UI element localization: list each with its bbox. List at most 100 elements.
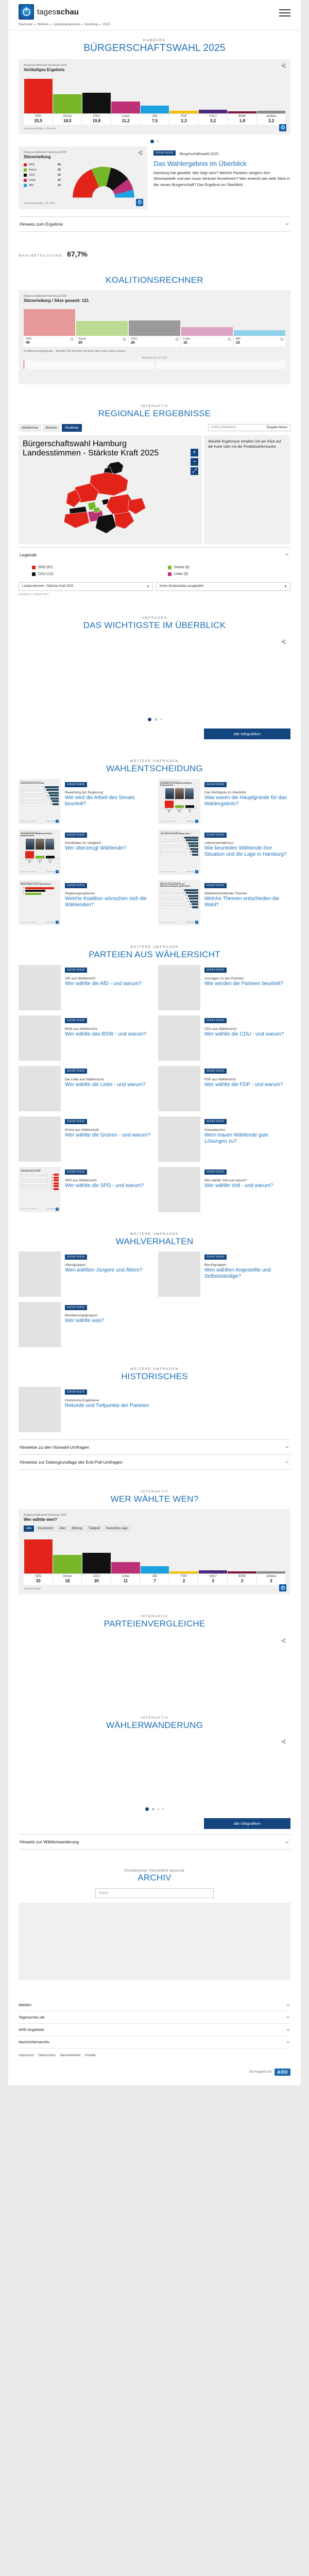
share-icon[interactable]	[281, 63, 286, 68]
teaser-card[interactable]: GRAFIKEN Historische Ergebnisse Rekorde un…	[19, 1386, 151, 1432]
teaser-card-title[interactable]: Wie wird die Arbeit des Senats beurteilt…	[65, 795, 135, 807]
coalition-party-cell[interactable]: Grüne 25	[76, 336, 128, 347]
filter-chip-bildung[interactable]: Bildung	[69, 1526, 85, 1532]
breadcrumb-item-hamburg[interactable]: Hamburg	[84, 23, 98, 26]
breadcrumb-item-2025[interactable]: 2025	[102, 23, 110, 26]
teaser-card-title[interactable]: Rekorde und Tiefpunkte der Parteien	[65, 1402, 149, 1409]
share-icon[interactable]	[281, 1638, 286, 1643]
map-structure-select[interactable]: Keine Strukturdaten ausgewählt ⬍	[156, 582, 290, 591]
filter-chip-geschlecht[interactable]: Geschlecht	[35, 1526, 56, 1532]
regional-search[interactable]: Ort/PLZ/Wahlkreis Eingabe leeren	[208, 424, 290, 432]
result-note-accordion[interactable]: Hinweis zum Ergebnis	[19, 216, 290, 232]
teaser-card[interactable]: Bürgerschaftswahl Hamburg 2025 Zufriedenh…	[19, 779, 151, 825]
pager-dot-3[interactable]	[158, 1808, 159, 1810]
teaser-card[interactable]: Bürgerschaftswahl Hamburg 2025 Welche Par…	[19, 880, 151, 926]
teaser-card-title[interactable]: Wer wählte was?	[65, 1318, 104, 1324]
footer-link-ard-angebote[interactable]: ARD Angebote	[19, 2024, 290, 2036]
teaser-card[interactable]: GRAFIKEN Bevölkerungsgruppen Wer wählte wa…	[19, 1302, 151, 1348]
teaser-card-title[interactable]: Wer wählte die Grünen - und warum?	[65, 1132, 151, 1138]
pager-dot-2[interactable]	[157, 140, 159, 142]
pager-dot-1[interactable]	[150, 139, 154, 143]
legend-accordion[interactable]: Legende	[19, 547, 290, 562]
footer-meta-datenschutz[interactable]: Datenschutz	[38, 2054, 56, 2057]
historisches-note-accordion[interactable]: Hinweise zur Datengrundlage der Exit-Pol…	[19, 1454, 290, 1470]
teaser-card[interactable]: GRAFIKEN Aussagen zu den Parteien Wie werd…	[158, 964, 290, 1010]
pager-dot-1[interactable]	[145, 1807, 149, 1811]
teaser-card[interactable]: Bürgerschaftswahl Hamburg 2025 Welches Th…	[158, 880, 290, 926]
footer-meta-barrierefreiheit[interactable]: Barrierefreiheit	[60, 2054, 81, 2057]
zoom-in-icon[interactable]: +	[191, 448, 198, 456]
teaser-card-title[interactable]: Wer überzeugt Wählende?	[65, 845, 126, 852]
teaser-card-title[interactable]: Wer wählte die FDP - und warum?	[204, 1081, 283, 1088]
teaser-card-title[interactable]: Wem trauen Wählende gute Lösungen zu?	[204, 1132, 269, 1144]
regional-tab-stadtteile[interactable]: Stadtteile	[61, 423, 82, 432]
teaser-card-title[interactable]: Wer wählte die AfD - und warum?	[65, 980, 142, 987]
wer-waehlte-filter-chips[interactable]: Alle Geschlecht Alter Bildung Tätigkeit finan…	[24, 1526, 285, 1532]
coalition-party-checkbox[interactable]	[71, 337, 73, 341]
teaser-card[interactable]: GRAFIKEN Altersgruppen Wen wählten Jüngere…	[19, 1251, 151, 1297]
teaser-card[interactable]: GRAFIKEN BSW aus Wählersicht Wer wählte da…	[19, 1015, 151, 1061]
coalition-party-checkbox[interactable]	[228, 337, 231, 341]
teaser-card[interactable]: GRAFIKEN Wer wählte Volt und warum? Wer wä…	[158, 1166, 290, 1212]
teaser-card[interactable]: Bürgerschaftswahl Hamburg 2025 Ansichten …	[19, 1166, 151, 1212]
filter-chip-alle[interactable]: Alle	[24, 1526, 35, 1532]
hamburg-map-svg[interactable]	[23, 460, 198, 537]
menu-icon[interactable]	[279, 7, 290, 19]
coalition-party-cell[interactable]: SPD 45	[24, 336, 75, 347]
teaser-card-title[interactable]: Was waren die Hauptgründe für das Wahler…	[204, 795, 287, 807]
regional-tab-bezirke[interactable]: Bezirke	[42, 423, 60, 432]
pager-dot-1[interactable]	[147, 718, 151, 722]
historisches-note-accordion[interactable]: Hinweise zu den Vorwahl-Umfragen	[19, 1439, 290, 1454]
coalition-party-cell[interactable]: Linke 15	[181, 336, 233, 347]
breadcrumb-item-startseite[interactable]: Startseite	[19, 23, 33, 26]
teaser-card-title[interactable]: Wen wählten Jüngere und Ältere?	[65, 1267, 143, 1274]
teaser-card-title[interactable]: Wer wählte die Linke - und warum?	[65, 1081, 146, 1088]
teaser-card-title[interactable]: Wer wählte die CDU - und warum?	[204, 1031, 284, 1037]
teaser-card[interactable]: Bürgerschaftswahl Hamburg 2025 Direktwahl…	[19, 829, 151, 875]
zoom-out-icon[interactable]: −	[191, 457, 198, 466]
teaser-card[interactable]: Bürgerschaftswahl Hamburg 2025 Direktwahl…	[158, 779, 290, 825]
pager-dot-2[interactable]	[152, 1808, 154, 1811]
brand-logo-link[interactable]: tagesschau	[19, 4, 79, 20]
map-metric-select[interactable]: Landesstimmen - Stärkste Kraft 2025 ⬍	[19, 582, 153, 591]
teaser-card[interactable]: GRAFIKEN AfD aus Wählersicht Wer wählte di…	[19, 964, 151, 1010]
teaser-card-title[interactable]: Wer wählte die SPD - und warum?	[65, 1182, 144, 1189]
footer-meta-kontakt[interactable]: Kontakt	[85, 2054, 96, 2057]
fullscreen-icon[interactable]: ⤢	[191, 467, 198, 475]
coalition-party-checkbox[interactable]	[123, 337, 126, 341]
footer-link-nachrichtenarchiv[interactable]: Nachrichtenarchiv	[19, 2036, 290, 2048]
regional-tab-wahlkreise[interactable]: Wahlkreise	[19, 423, 41, 432]
waehlerwanderung-pager[interactable]	[19, 1802, 290, 1814]
all-infographics-button-2[interactable]: alle Infografiken	[204, 1818, 290, 1829]
map-panel[interactable]: Bürgerschaftswahl Hamburg Landesstimmen …	[19, 435, 202, 544]
coalition-party-cell[interactable]: AfD 10	[234, 336, 285, 347]
pager-dot-4[interactable]	[162, 1808, 164, 1810]
teaser-card[interactable]: GRAFIKEN CDU aus Wählersicht Wer wählte di…	[158, 1015, 290, 1061]
breadcrumb-item-wahlen[interactable]: Wahlen	[37, 23, 48, 26]
share-icon[interactable]	[138, 150, 143, 155]
teaser-card-title[interactable]: Welche Themen entschieden die Wahl?	[204, 896, 280, 908]
teaser-card-title[interactable]: Wie werden die Parteien beurteilt?	[204, 980, 283, 987]
regional-tabgroup[interactable]: Wahlkreise Bezirke Stadtteile	[19, 423, 82, 432]
coalition-party-toggles[interactable]: SPD 45 Grüne 25 CDU 26 Linke 15 AfD 10	[24, 336, 285, 347]
footer-meta-impressum[interactable]: Impressum	[19, 2054, 34, 2057]
coalition-party-cell[interactable]: CDU 26	[129, 336, 180, 347]
teaser-card[interactable]: GRAFIKEN Grüne aus Wählersicht Wer wählte …	[19, 1116, 151, 1162]
teaser-card[interactable]: GRAFIKEN Kompetenzen Wem trauen Wählende g…	[158, 1116, 290, 1162]
breadcrumb-item-laenderparlamente[interactable]: Länderparlamente	[53, 23, 80, 26]
teaser-card[interactable]: GRAFIKEN Berufsgruppen Wen wählten Angeste…	[158, 1251, 290, 1297]
coalition-party-checkbox[interactable]	[281, 337, 283, 341]
footer-link-wahlen[interactable]: Wahlen	[19, 1999, 290, 2011]
pager-dot-3[interactable]	[160, 719, 162, 721]
teaser-title[interactable]: Das Wahlergebnis im Überblick	[153, 159, 247, 167]
teaser-card[interactable]: GRAFIKEN Die Linke aus Wählersicht Wer wäh…	[19, 1065, 151, 1111]
teaser-card-title[interactable]: Wer wählte das BSW - und warum?	[65, 1031, 147, 1037]
filter-chip-finanzielle-lage[interactable]: finanzielle Lage	[104, 1526, 130, 1532]
archive-map-placeholder[interactable]	[19, 1902, 290, 1980]
waehlerwanderung-note-accordion[interactable]: Hinweis zur Wählerwanderung	[19, 1834, 290, 1850]
result-pager[interactable]	[19, 134, 290, 146]
footer-link-tagesschau-de[interactable]: Tagesschau.de	[19, 2011, 290, 2024]
teaser-card-title[interactable]: Wer wählte Volt - und warum?	[204, 1182, 273, 1189]
all-infographics-button[interactable]: alle Infografiken	[204, 728, 290, 740]
filter-chip-alter[interactable]: Alter	[57, 1526, 68, 1532]
